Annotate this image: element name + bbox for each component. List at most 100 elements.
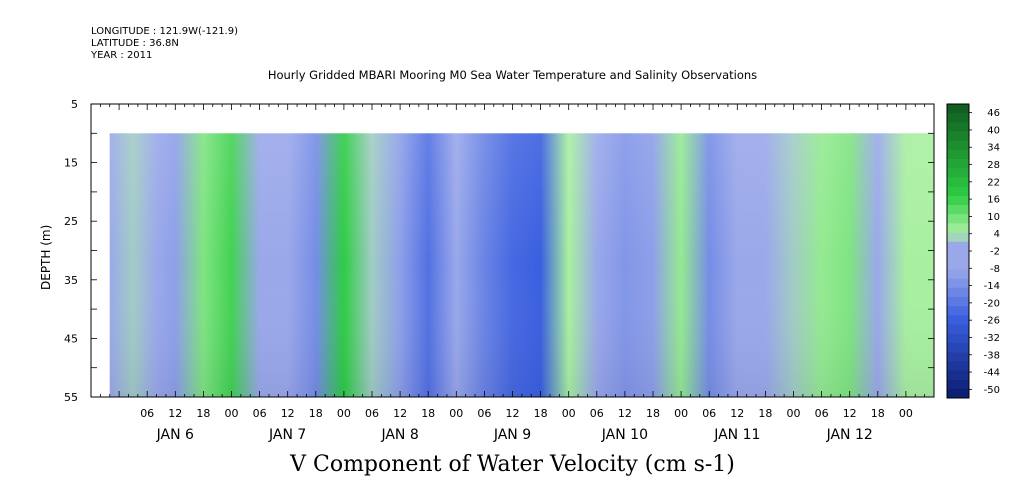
x-hour-label: 06 — [590, 407, 604, 420]
colorbar-label: -32 — [984, 333, 1000, 344]
colorbar-label: 22 — [987, 177, 1000, 188]
x-hour-label: 12 — [393, 407, 407, 420]
y-tick-label: 45 — [64, 332, 78, 345]
colorbar-label: -26 — [984, 316, 1000, 327]
x-hour-label: 00 — [787, 407, 801, 420]
x-hour-label: 18 — [196, 407, 210, 420]
x-hour-label: 06 — [140, 407, 154, 420]
colorbar-segment — [947, 232, 969, 243]
colorbar-label: 4 — [994, 229, 1000, 240]
colorbar: 46 40 34 28 22 16 10 4 -2 -8 -14 -20 -26 -32 -38 -44 -50 — [946, 103, 1000, 399]
colorbar-label: -14 — [984, 281, 1000, 292]
colorbar-segment — [947, 168, 969, 178]
latitude-label: LATITUDE : 36.8N — [91, 38, 179, 49]
colorbar-segment — [947, 205, 969, 215]
y-axis-label: DEPTH (m) — [39, 225, 53, 290]
colorbar-segment — [947, 361, 969, 371]
x-hour-label: 18 — [646, 407, 660, 420]
colorbar-segment — [947, 370, 969, 380]
colorbar-segment — [947, 324, 969, 334]
x-hour-label: 00 — [337, 407, 351, 420]
colorbar-segment — [947, 306, 969, 316]
year-label: YEAR : 2011 — [91, 50, 153, 61]
colorbar-segment — [947, 278, 969, 289]
colorbar-segment — [947, 223, 969, 233]
colorbar-label: -50 — [984, 385, 1000, 396]
x-hour-label: 00 — [899, 407, 913, 420]
colorbar-segment — [947, 122, 969, 132]
colorbar-label: -20 — [984, 298, 1000, 309]
x-day-label: JAN 12 — [826, 427, 873, 443]
x-hour-label: 00 — [674, 407, 688, 420]
colorbar-label: 40 — [987, 125, 1000, 136]
colorbar-segment — [947, 379, 969, 390]
y-tick-label: 25 — [64, 215, 78, 228]
colorbar-label: 10 — [987, 212, 1000, 223]
x-hour-label: 18 — [871, 407, 885, 420]
x-day-label: JAN 7 — [268, 427, 306, 443]
x-day-label: JAN 10 — [601, 427, 648, 443]
colorbar-segment — [947, 140, 969, 151]
x-hour-label: 12 — [168, 407, 182, 420]
variable-title: V Component of Water Velocity (cm s-1) — [290, 452, 735, 477]
x-day-label: JAN 11 — [713, 427, 760, 443]
colorbar-segment — [947, 241, 969, 252]
x-hour-label: 06 — [365, 407, 379, 420]
colorbar-label: -38 — [984, 350, 1000, 361]
longitude-label: LONGITUDE : 121.9W(-121.9) — [91, 26, 238, 37]
y-tick-label: 35 — [64, 274, 78, 287]
colorbar-segment — [947, 195, 969, 206]
x-hour-label: 00 — [449, 407, 463, 420]
x-day-label: JAN 6 — [156, 427, 194, 443]
colorbar-segment — [947, 177, 969, 187]
x-hour-label: 00 — [225, 407, 239, 420]
colorbar-label: 28 — [987, 160, 1000, 171]
colorbar-segment — [947, 113, 969, 123]
x-hour-label: 06 — [702, 407, 716, 420]
x-day-label: JAN 9 — [493, 427, 531, 443]
y-tick-label: 5 — [71, 98, 78, 111]
colorbar-segment — [947, 251, 969, 261]
x-hour-label: 18 — [758, 407, 772, 420]
y-tick-label: 55 — [64, 391, 78, 404]
x-hour-label: 18 — [421, 407, 435, 420]
colorbar-label: -44 — [984, 368, 1000, 379]
plot-axes: 06 12 18 00 06 12 18 00 06 12 18 00 06 12 18 00 06 12 18 00… — [64, 98, 935, 443]
colorbar-segment — [947, 131, 969, 142]
x-hour-label: 12 — [506, 407, 520, 420]
heatmap-shading — [109, 133, 934, 398]
x-hour-label: 18 — [534, 407, 548, 420]
colorbar-label: -8 — [990, 264, 1000, 275]
colorbar-segment — [947, 287, 969, 298]
colorbar-segment — [947, 186, 969, 197]
x-hour-label: 00 — [562, 407, 576, 420]
x-hour-label: 06 — [815, 407, 829, 420]
chart-title: Hourly Gridded MBARI Mooring M0 Sea Wate… — [267, 68, 758, 82]
x-hour-label: 18 — [309, 407, 323, 420]
x-day-label: JAN 8 — [380, 427, 418, 443]
y-tick-label: 15 — [64, 157, 78, 170]
colorbar-segment — [947, 149, 969, 160]
colorbar-segment — [947, 104, 969, 114]
x-hour-label: 12 — [618, 407, 632, 420]
colorbar-segment — [947, 388, 969, 399]
colorbar-label: 16 — [987, 195, 1000, 206]
colorbar-segment — [947, 315, 969, 325]
colorbar-segment — [947, 269, 969, 279]
colorbar-segment — [947, 214, 969, 224]
x-hour-label: 12 — [843, 407, 857, 420]
colorbar-segment — [947, 333, 969, 344]
x-hour-label: 12 — [281, 407, 295, 420]
colorbar-label: -2 — [990, 247, 1000, 258]
colorbar-label: 34 — [987, 143, 1000, 154]
x-hour-label: 12 — [730, 407, 744, 420]
x-hour-label: 06 — [477, 407, 491, 420]
colorbar-segment — [947, 296, 969, 307]
colorbar-segment — [947, 352, 969, 362]
heatmap-field — [109, 133, 934, 398]
colorbar-label: 46 — [987, 108, 1000, 119]
colorbar-segment — [947, 342, 969, 353]
colorbar-segment — [947, 260, 969, 270]
x-hour-label: 06 — [253, 407, 267, 420]
